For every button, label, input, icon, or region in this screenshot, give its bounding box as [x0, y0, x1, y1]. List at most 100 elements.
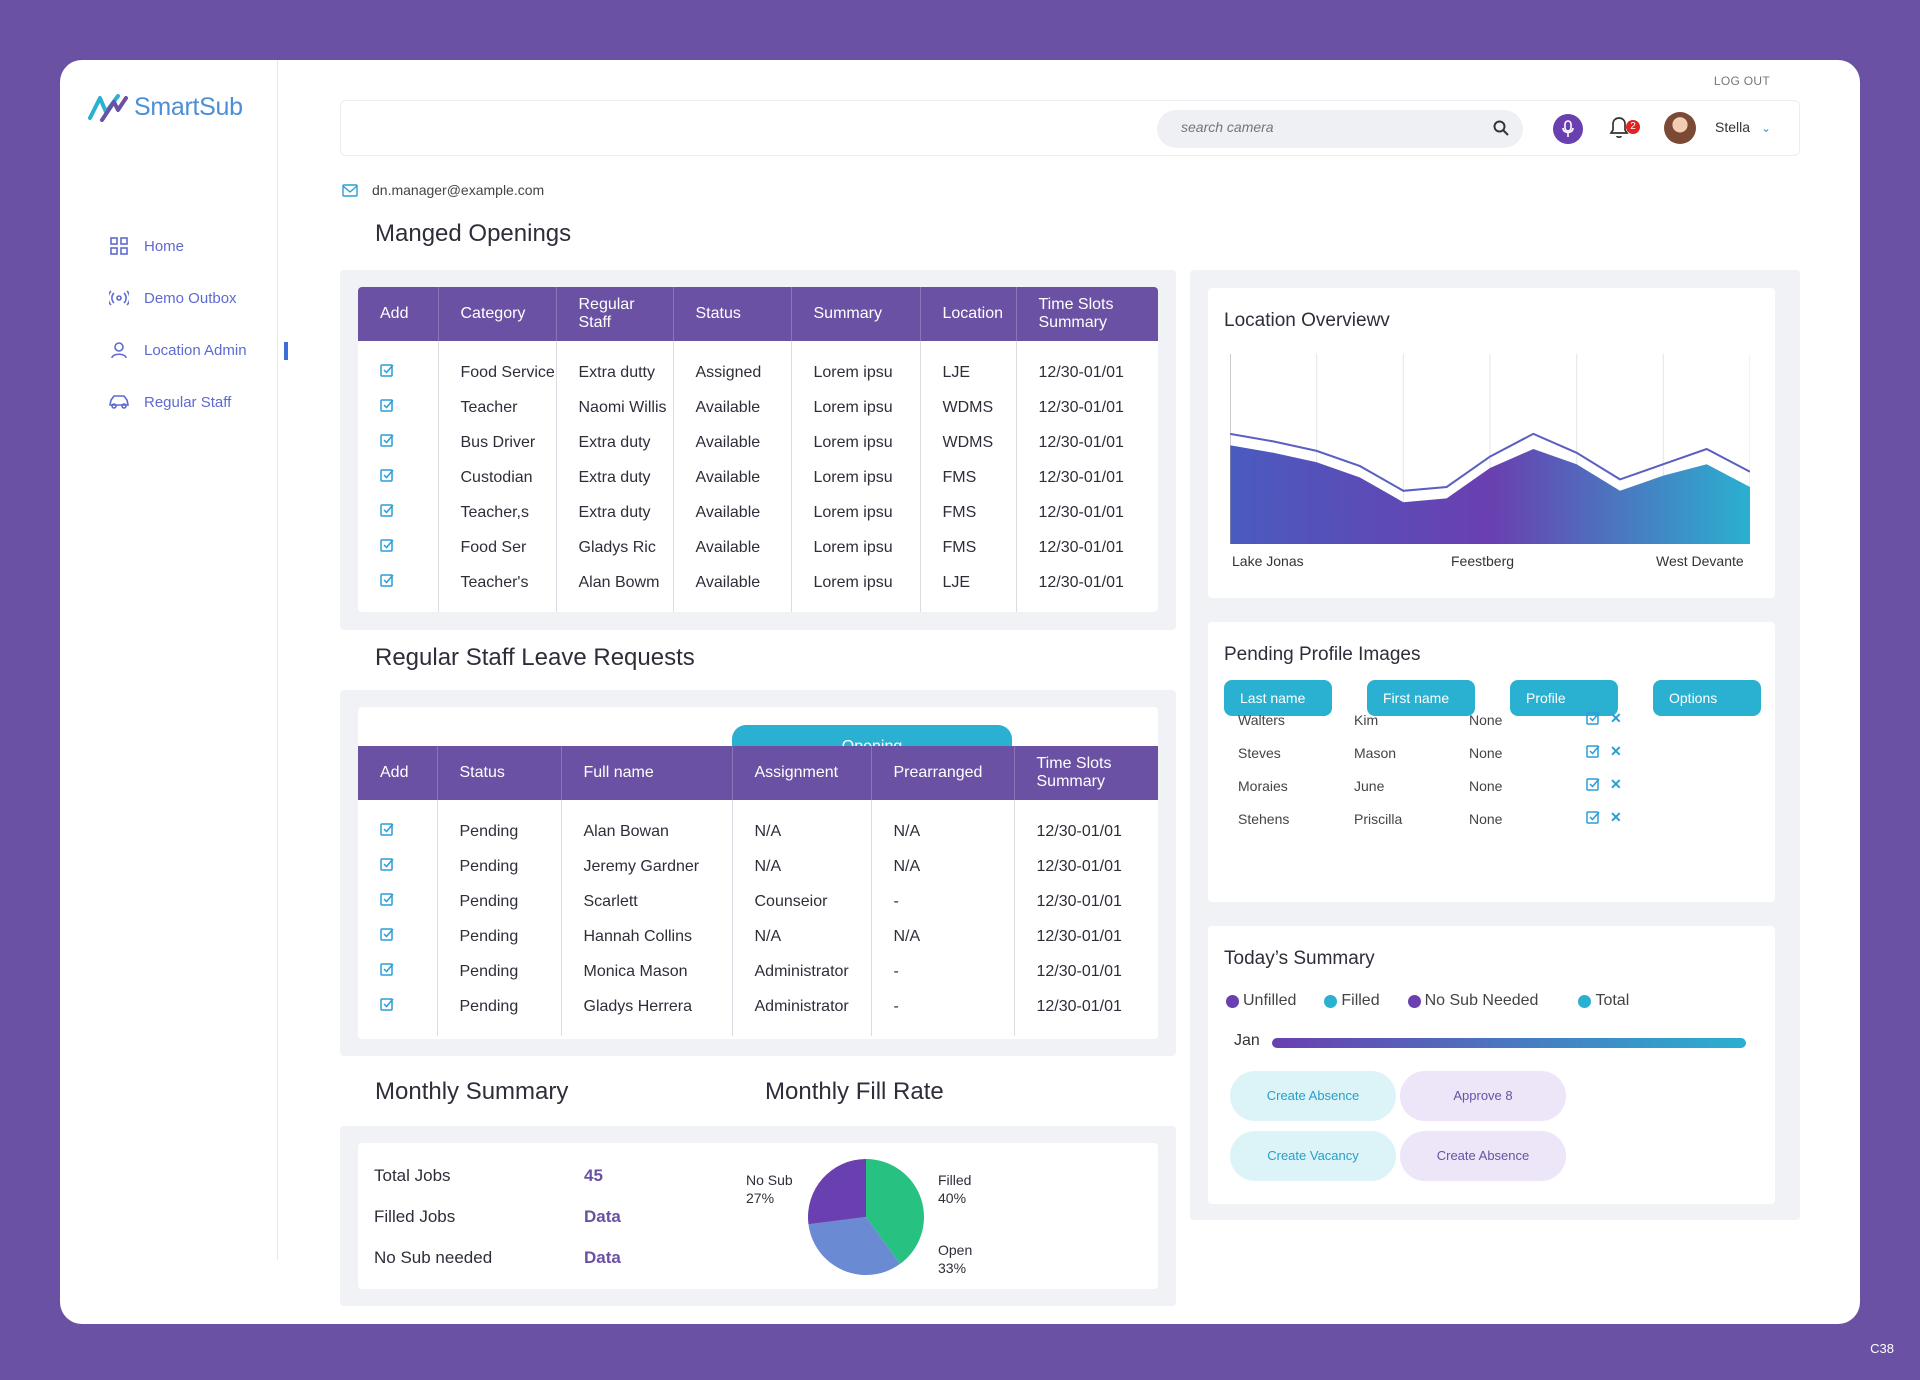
- leave-requests-table-card: Opening Add Status Full name Assignment …: [358, 707, 1158, 1039]
- profile-cell: Steves: [1238, 745, 1281, 761]
- column-header[interactable]: Time Slots Summary: [1014, 746, 1158, 800]
- reject-x-icon[interactable]: ✕: [1610, 743, 1622, 759]
- table-cell: Monica Mason: [561, 954, 733, 989]
- add-checkbox[interactable]: [358, 800, 438, 849]
- reject-x-icon[interactable]: ✕: [1610, 710, 1622, 726]
- add-checkbox[interactable]: [358, 530, 439, 565]
- reject-x-icon[interactable]: ✕: [1610, 809, 1622, 825]
- summary-value[interactable]: Data: [584, 1207, 621, 1226]
- table-cell: Extra duty: [556, 425, 674, 460]
- reject-x-icon[interactable]: ✕: [1610, 776, 1622, 792]
- add-checkbox[interactable]: [358, 849, 438, 884]
- user-pin-icon: [108, 339, 130, 361]
- column-header[interactable]: Assignment: [732, 746, 872, 800]
- legend-item-unfilled: Unfilled: [1226, 992, 1296, 1010]
- add-checkbox[interactable]: [358, 460, 439, 495]
- legend-dot: [1226, 994, 1239, 1008]
- table-row: Food Ser Gladys Ric Available Lorem ipsu FMS…: [358, 530, 1158, 565]
- sidebar-item-location-admin[interactable]: Location Admin: [108, 324, 288, 376]
- monthly-fill-rate-title: Monthly Fill Rate: [765, 1078, 944, 1105]
- logout-link[interactable]: LOG OUT: [1713, 74, 1770, 88]
- table-cell: Pending: [437, 884, 562, 919]
- table-cell: Jeremy Gardner: [561, 849, 733, 884]
- column-header[interactable]: Add: [358, 746, 438, 800]
- table-cell: N/A: [871, 800, 1015, 849]
- column-header[interactable]: Add: [358, 287, 439, 341]
- add-checkbox[interactable]: [358, 425, 439, 460]
- create-absence-button[interactable]: Create Absence: [1230, 1071, 1396, 1121]
- profile-cell: None: [1469, 745, 1503, 761]
- add-checkbox[interactable]: [358, 341, 439, 390]
- add-checkbox[interactable]: [358, 565, 439, 612]
- table-row: Bus Driver Extra duty Available Lorem ipsu W…: [358, 425, 1158, 460]
- sidebar-item-regular-staff[interactable]: Regular Staff: [108, 376, 278, 428]
- create-vacancy-button[interactable]: Create Vacancy: [1230, 1131, 1396, 1181]
- pie-label-filled: Filled 40%: [938, 1171, 971, 1207]
- table-cell: Scarlett: [561, 884, 733, 919]
- user-name[interactable]: Stella: [1715, 119, 1751, 135]
- checkbox-checked-icon: [380, 434, 394, 447]
- profile-cell: None: [1469, 811, 1503, 827]
- search-input[interactable]: [1181, 119, 1471, 135]
- column-header[interactable]: Regular Staff: [556, 287, 674, 341]
- table-cell: Pending: [437, 989, 562, 1036]
- approve-button[interactable]: Approve 8: [1400, 1071, 1566, 1121]
- approve-check-icon[interactable]: [1586, 711, 1600, 728]
- add-checkbox[interactable]: [358, 919, 438, 954]
- right-column-panel: Location Overviewv Lake Jonas Feestberg …: [1190, 270, 1800, 1220]
- table-header-row: Add Status Full name Assignment Prearran…: [358, 746, 1158, 800]
- table-cell: 12/30-01/01: [1038, 538, 1124, 556]
- monthly-panel: Total Jobs 45 Filled Jobs Data No Sub ne…: [340, 1126, 1176, 1306]
- column-header[interactable]: Summary: [791, 287, 921, 341]
- approve-check-icon[interactable]: [1586, 744, 1600, 761]
- jan-summary-bar: [1272, 1038, 1746, 1048]
- sidebar-item-demo-outbox[interactable]: Demo Outbox: [108, 272, 278, 324]
- microphone-icon[interactable]: [1553, 114, 1583, 144]
- table-cell: Available: [673, 530, 792, 565]
- create-absence-button-2[interactable]: Create Absence: [1400, 1131, 1566, 1181]
- add-checkbox[interactable]: [358, 495, 439, 530]
- table-cell: FMS: [920, 530, 1017, 565]
- pending-profiles-card: Pending Profile Images Last name First n…: [1208, 622, 1775, 902]
- profile-cell: None: [1469, 712, 1503, 728]
- column-header-last-name[interactable]: Last name: [1224, 680, 1332, 716]
- table-cell: N/A: [732, 919, 872, 954]
- column-header[interactable]: Category: [438, 287, 557, 341]
- table-cell: Lorem ipsu: [791, 425, 921, 460]
- table-cell: 12/30-01/01: [1038, 503, 1124, 521]
- column-header[interactable]: Status: [673, 287, 792, 341]
- summary-label: Filled Jobs: [374, 1207, 456, 1226]
- location-overview-chart: [1230, 354, 1750, 544]
- approve-check-icon[interactable]: [1586, 777, 1600, 794]
- avatar[interactable]: [1664, 112, 1696, 144]
- logo[interactable]: SmartSub: [88, 92, 243, 122]
- notifications-button[interactable]: 2: [1606, 114, 1640, 144]
- summary-label: No Sub needed: [374, 1248, 493, 1267]
- table-cell: Hannah Collins: [561, 919, 733, 954]
- column-header[interactable]: Full name: [561, 746, 733, 800]
- column-header[interactable]: Status: [437, 746, 562, 800]
- column-header-first-name[interactable]: First name: [1367, 680, 1475, 716]
- add-checkbox[interactable]: [358, 884, 438, 919]
- bell-icon: [1609, 117, 1629, 138]
- sidebar-item-home[interactable]: Home: [108, 220, 278, 272]
- search-icon[interactable]: [1493, 120, 1509, 141]
- column-header[interactable]: Location: [920, 287, 1017, 341]
- column-header-options[interactable]: Options: [1653, 680, 1761, 716]
- add-checkbox[interactable]: [358, 989, 438, 1036]
- table-cell: Administrator: [732, 989, 872, 1036]
- legend-label: Total: [1595, 992, 1630, 1009]
- profile-cell: Stehens: [1238, 811, 1290, 827]
- summary-value[interactable]: Data: [584, 1248, 621, 1267]
- table-cell: Gladys Herrera: [561, 989, 733, 1036]
- todays-summary-title: Today’s Summary: [1224, 948, 1375, 969]
- column-header-profile[interactable]: Profile: [1510, 680, 1618, 716]
- add-checkbox[interactable]: [358, 954, 438, 989]
- pie-label-value: 40%: [938, 1190, 967, 1206]
- add-checkbox[interactable]: [358, 390, 439, 425]
- chevron-down-icon[interactable]: ⌄: [1761, 121, 1772, 135]
- column-header[interactable]: Prearranged: [871, 746, 1015, 800]
- approve-check-icon[interactable]: [1586, 810, 1600, 827]
- table-cell: Extra duty: [556, 495, 674, 530]
- column-header[interactable]: Time Slots Summary: [1016, 287, 1158, 341]
